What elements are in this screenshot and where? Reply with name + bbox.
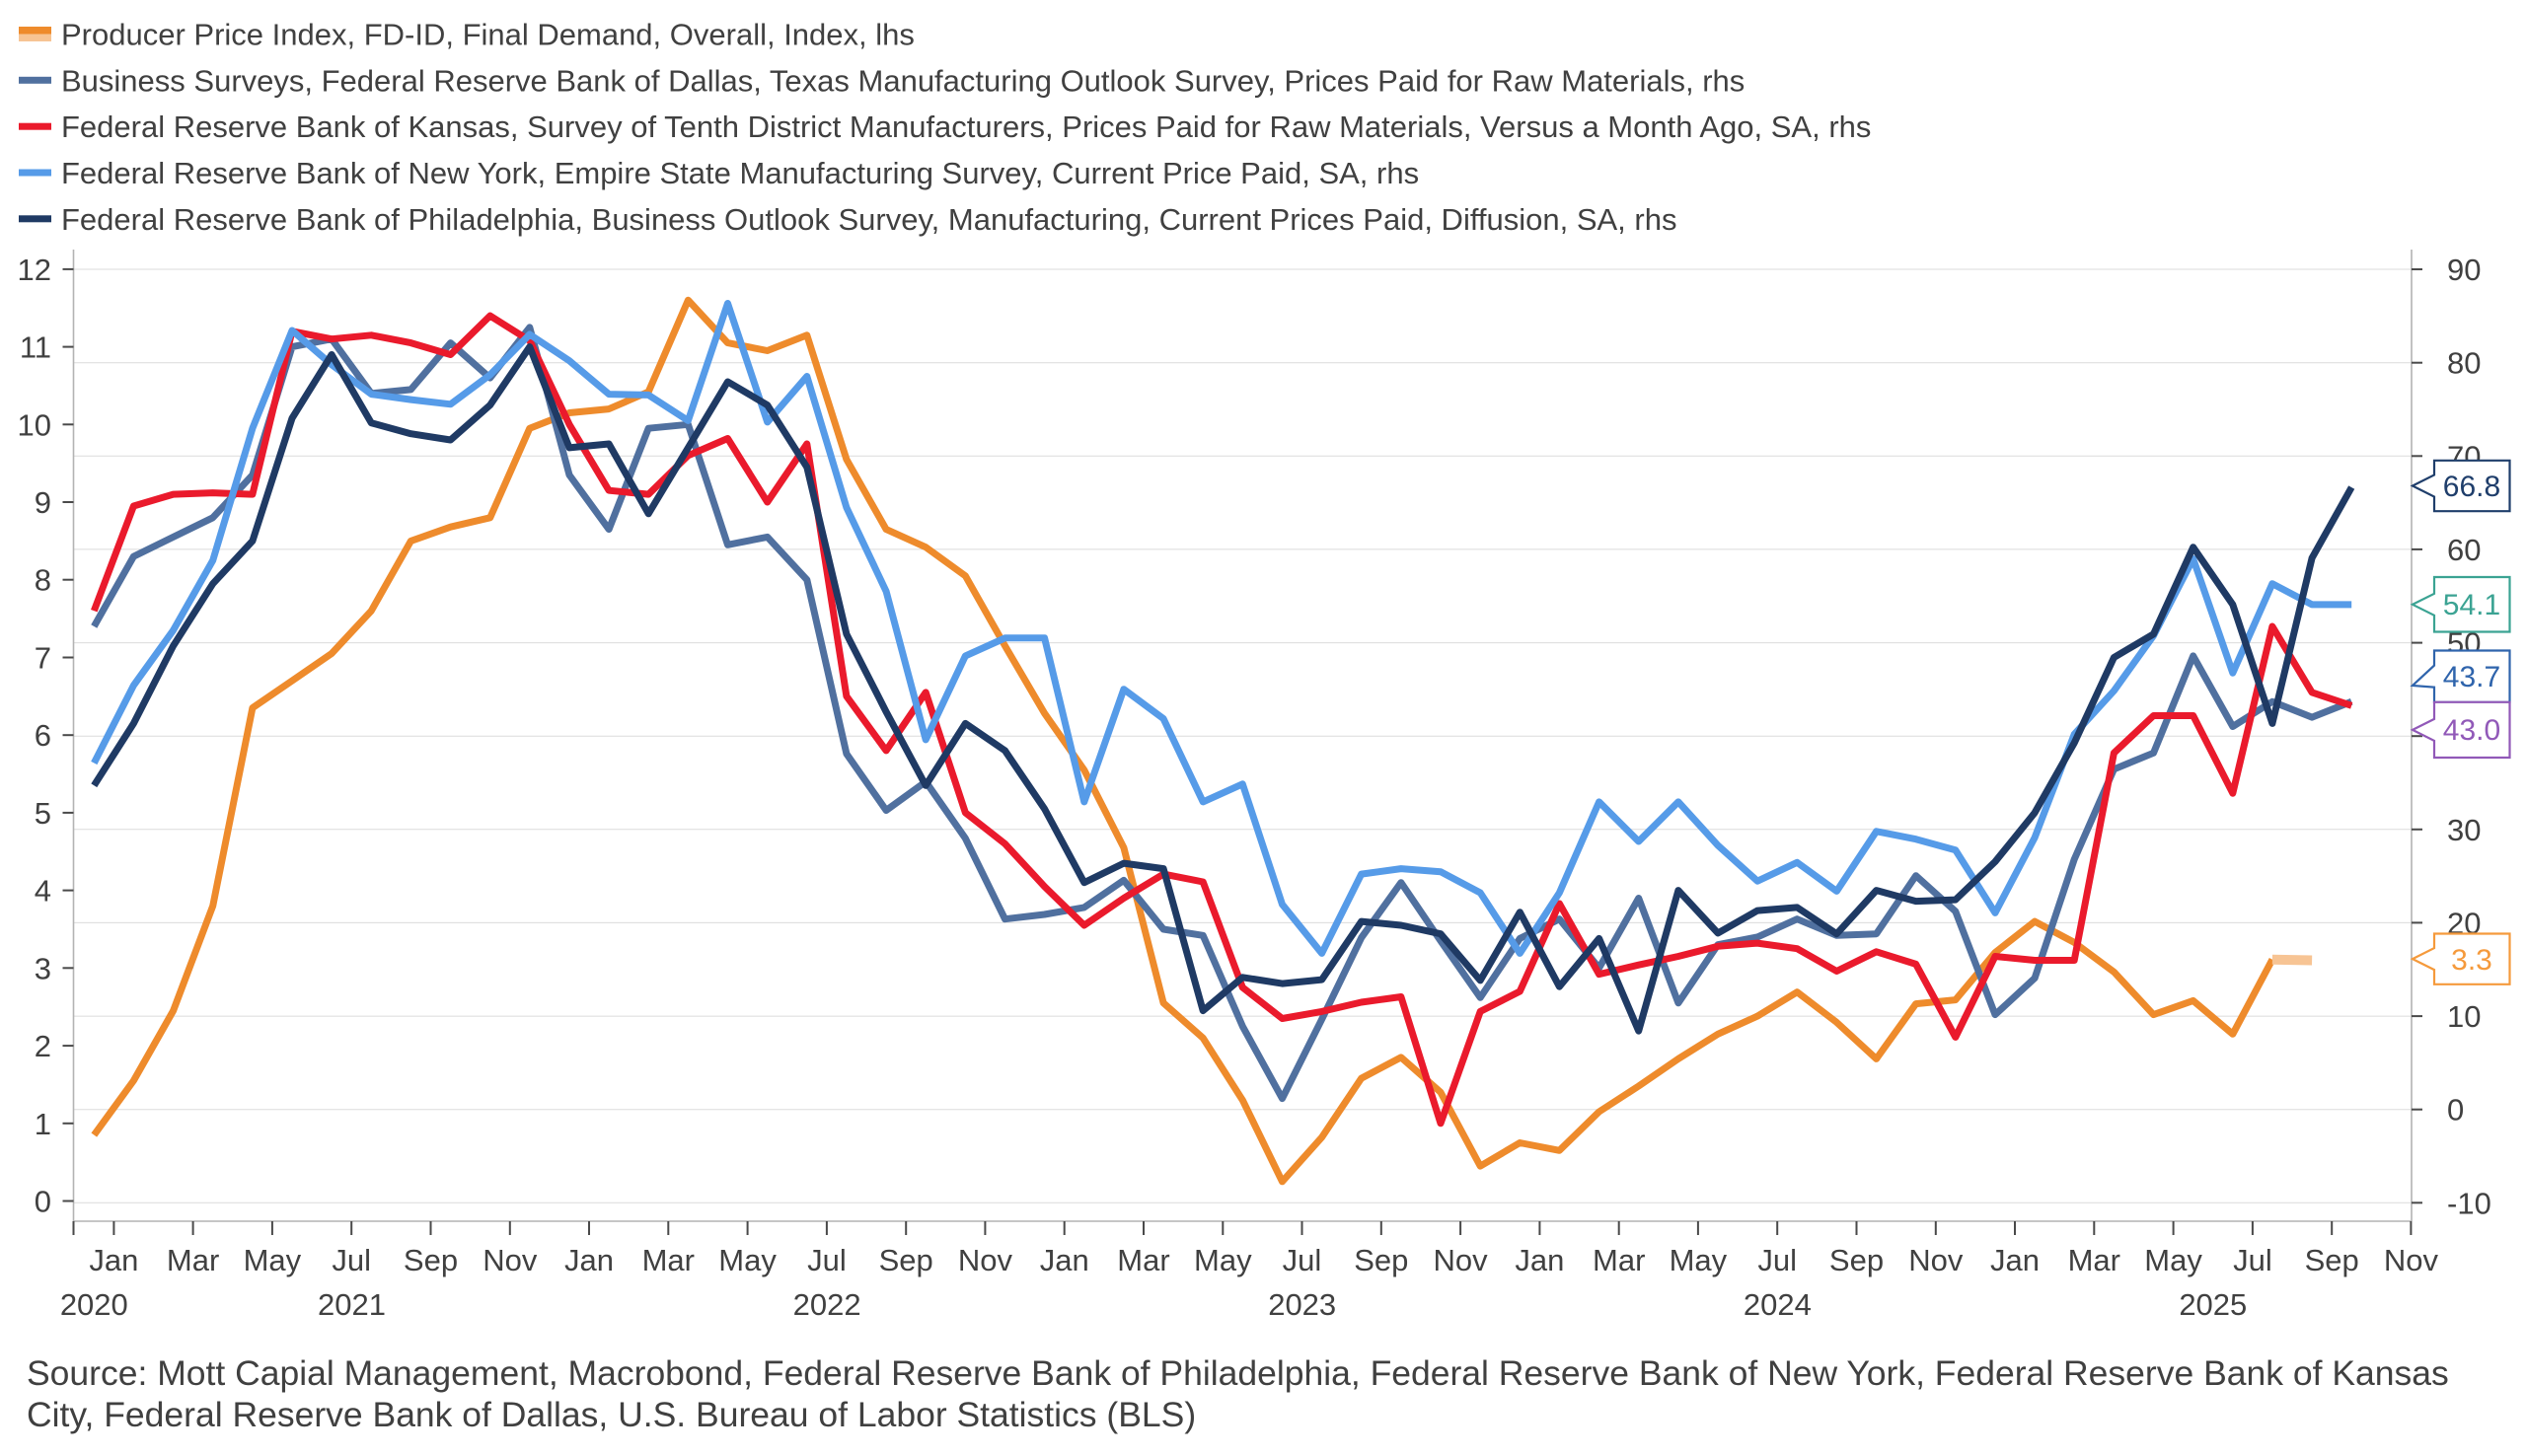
svg-text:Jan: Jan — [1515, 1243, 1564, 1277]
svg-text:Mar: Mar — [167, 1243, 219, 1277]
svg-text:Nov: Nov — [1908, 1243, 1964, 1277]
svg-text:2023: 2023 — [1268, 1287, 1336, 1322]
svg-text:2022: 2022 — [793, 1287, 861, 1322]
svg-text:Jan: Jan — [1040, 1243, 1089, 1277]
svg-text:May: May — [244, 1243, 302, 1277]
svg-text:Federal Reserve Bank of Philad: Federal Reserve Bank of Philadelphia, Bu… — [61, 202, 1676, 237]
svg-text:May: May — [718, 1243, 777, 1277]
svg-text:Federal Reserve Bank of New Yo: Federal Reserve Bank of New York, Empire… — [61, 156, 1419, 190]
svg-text:4: 4 — [35, 874, 51, 909]
svg-text:60: 60 — [2447, 533, 2481, 567]
svg-text:Sep: Sep — [1354, 1243, 1408, 1277]
svg-text:11: 11 — [20, 330, 51, 365]
svg-text:Sep: Sep — [879, 1243, 933, 1277]
svg-text:43.7: 43.7 — [2443, 661, 2500, 693]
svg-text:Source: Mott Capial Management: Source: Mott Capial Management, Macrobon… — [27, 1353, 2449, 1393]
svg-text:Sep: Sep — [1829, 1243, 1884, 1277]
svg-text:54.1: 54.1 — [2443, 589, 2500, 621]
svg-text:66.8: 66.8 — [2443, 471, 2500, 503]
svg-text:Mar: Mar — [1593, 1243, 1645, 1277]
svg-text:Mar: Mar — [2068, 1243, 2120, 1277]
svg-text:Mar: Mar — [642, 1243, 695, 1277]
svg-text:Jul: Jul — [1283, 1243, 1322, 1277]
svg-text:Jul: Jul — [807, 1243, 847, 1277]
svg-text:Sep: Sep — [2305, 1243, 2359, 1277]
svg-text:Federal Reserve Bank of Kansas: Federal Reserve Bank of Kansas, Survey o… — [61, 109, 1871, 144]
svg-text:Nov: Nov — [483, 1243, 538, 1277]
svg-text:5: 5 — [35, 796, 51, 831]
svg-text:City, Federal Reserve Bank of: City, Federal Reserve Bank of Dallas, U.… — [27, 1395, 1196, 1434]
svg-text:10: 10 — [18, 407, 51, 442]
svg-text:10: 10 — [2447, 999, 2481, 1034]
svg-text:Mar: Mar — [1117, 1243, 1169, 1277]
svg-text:8: 8 — [35, 563, 51, 598]
svg-text:1: 1 — [35, 1107, 51, 1141]
svg-text:30: 30 — [2447, 813, 2481, 847]
svg-text:Nov: Nov — [1434, 1243, 1489, 1277]
svg-text:Business Surveys, Federal Rese: Business Surveys, Federal Reserve Bank o… — [61, 63, 1745, 98]
svg-text:Jul: Jul — [2233, 1243, 2272, 1277]
svg-text:3.3: 3.3 — [2451, 944, 2492, 977]
svg-text:Jan: Jan — [564, 1243, 614, 1277]
svg-text:Nov: Nov — [2384, 1243, 2439, 1277]
svg-text:Jul: Jul — [1757, 1243, 1797, 1277]
svg-text:90: 90 — [2447, 253, 2481, 287]
svg-text:0: 0 — [2447, 1093, 2464, 1128]
svg-text:2: 2 — [35, 1029, 51, 1063]
svg-text:43.0: 43.0 — [2443, 714, 2500, 747]
svg-text:Jan: Jan — [1990, 1243, 2040, 1277]
svg-text:-10: -10 — [2447, 1186, 2491, 1220]
svg-text:7: 7 — [35, 641, 51, 676]
svg-text:May: May — [2144, 1243, 2202, 1277]
svg-text:Jan: Jan — [89, 1243, 138, 1277]
svg-text:3: 3 — [35, 951, 51, 985]
svg-text:May: May — [1194, 1243, 1252, 1277]
svg-text:9: 9 — [35, 485, 51, 520]
svg-text:Jul: Jul — [332, 1243, 371, 1277]
svg-text:0: 0 — [35, 1185, 51, 1219]
svg-text:Sep: Sep — [404, 1243, 458, 1277]
svg-text:6: 6 — [35, 718, 51, 753]
svg-text:2021: 2021 — [318, 1287, 386, 1322]
svg-text:May: May — [1670, 1243, 1728, 1277]
svg-text:12: 12 — [18, 253, 51, 287]
svg-text:Producer Price Index, FD-ID, F: Producer Price Index, FD-ID, Final Deman… — [61, 18, 915, 52]
svg-text:80: 80 — [2447, 346, 2481, 381]
svg-text:2020: 2020 — [60, 1287, 128, 1322]
svg-text:2024: 2024 — [1744, 1287, 1812, 1322]
svg-text:Nov: Nov — [958, 1243, 1013, 1277]
svg-text:2025: 2025 — [2179, 1287, 2247, 1322]
